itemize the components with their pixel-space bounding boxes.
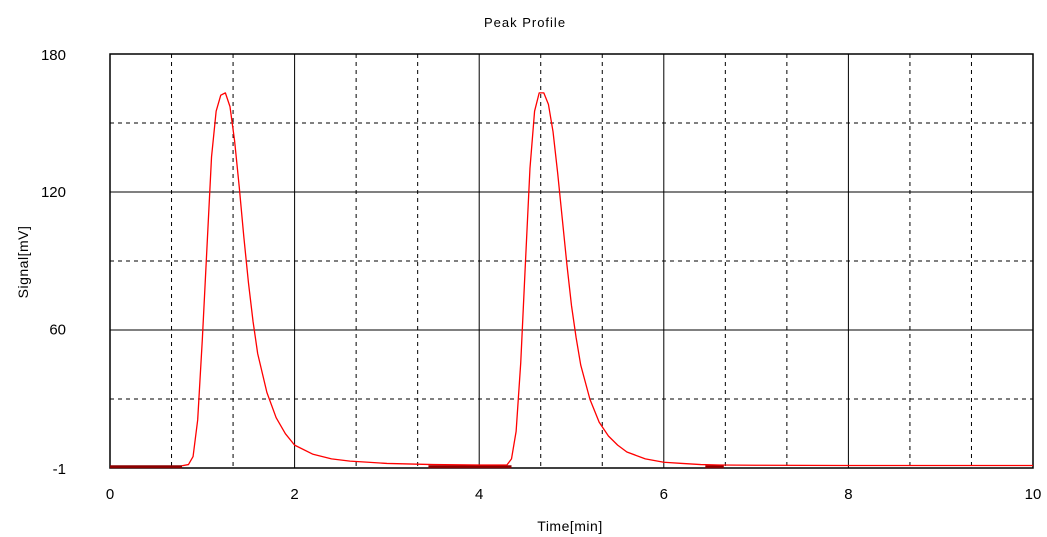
x-tick-label: 4 [475, 486, 483, 503]
x-tick-label: 0 [106, 486, 114, 503]
plot-area-frame [109, 53, 1034, 469]
x-tick-label: 6 [660, 486, 668, 503]
y-tick-label: 120 [41, 184, 66, 201]
series-layer [181, 92, 1033, 467]
x-tick-label: 8 [844, 486, 852, 503]
series-line [181, 92, 1033, 467]
y-tick-label: 60 [49, 321, 66, 338]
y-tick-label: -1 [53, 461, 66, 478]
x-axis-ticks: 0 2 4 6 8 10 [106, 486, 1042, 503]
x-tick-label: 2 [290, 486, 298, 503]
x-tick-label: 10 [1025, 486, 1042, 503]
x-axis-label: Time[min] [537, 518, 602, 534]
y-axis-label: Signal[mV] [15, 226, 31, 299]
y-tick-label: 180 [41, 47, 66, 64]
y-axis-ticks: -1 60 120 180 [41, 47, 66, 478]
grid [110, 54, 1033, 468]
chart-title: Peak Profile [484, 15, 566, 30]
